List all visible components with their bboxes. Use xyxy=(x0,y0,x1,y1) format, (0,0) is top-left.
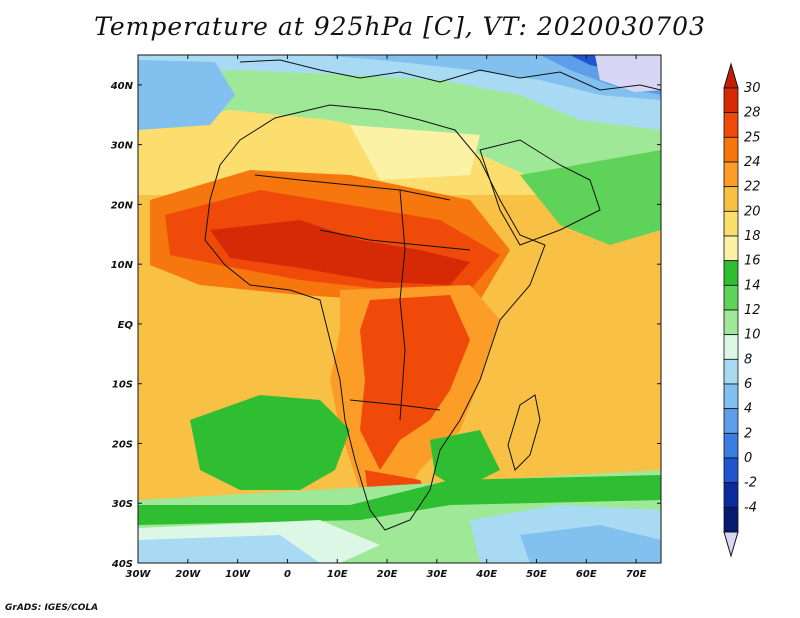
colorbar-level-label: 2 xyxy=(744,426,752,441)
field-northeast-under xyxy=(595,55,661,92)
lon-tick-label: 30W xyxy=(126,569,152,580)
colorbar-swatch xyxy=(723,161,739,188)
colorbar-swatch xyxy=(723,260,739,286)
lat-tick-label: 30N xyxy=(111,141,134,152)
colorbar-over-triangle xyxy=(723,62,739,89)
colorbar-level-label: 22 xyxy=(744,180,761,195)
border-central xyxy=(319,229,471,251)
field-south-green xyxy=(138,475,661,525)
field-southeast-blue xyxy=(520,525,661,563)
lat-tick-label: 40N xyxy=(110,81,134,92)
colorbar-level-label: 24 xyxy=(744,155,761,170)
colorbar-swatch xyxy=(723,506,739,533)
colorbar-level-label: 6 xyxy=(744,377,752,392)
colorbar-level-label: 25 xyxy=(744,130,761,145)
colorbar-level-label: 18 xyxy=(744,229,761,244)
colorbar-swatch xyxy=(723,383,739,410)
lat-tick-label: 10S xyxy=(112,380,133,391)
colorbar-swatch xyxy=(723,87,739,114)
colorbar-swatch xyxy=(723,358,739,385)
colorbar-level-label: 8 xyxy=(744,352,752,367)
border-meridian xyxy=(399,189,406,421)
field-southern-ocean-blue xyxy=(138,535,320,563)
colorbar-swatch xyxy=(723,309,739,336)
africa-outline xyxy=(204,104,546,531)
lon-tick-label: 10E xyxy=(327,569,348,580)
field-indian-green xyxy=(430,430,500,490)
lat-tick-label: EQ xyxy=(118,320,134,331)
field-sahara-mild xyxy=(350,125,480,180)
credit-label: GrADS: IGES/COLA xyxy=(5,603,99,613)
map-title: Temperature at 925hPa [C], VT: 202003070… xyxy=(94,12,706,41)
colorbar-level-label: 30 xyxy=(744,81,761,96)
madagascar-outline xyxy=(507,394,541,471)
colorbar-swatch xyxy=(723,457,739,484)
colorbar-swatch xyxy=(723,235,739,262)
colorbar-level-label: -4 xyxy=(744,500,757,515)
arabia-outline xyxy=(479,139,601,246)
lat-tick-label: 20N xyxy=(111,200,134,211)
europe-coast xyxy=(239,59,661,91)
plot-frame xyxy=(137,54,662,564)
colorbar-level-label: 4 xyxy=(744,402,752,417)
colorbar-level-label: 0 xyxy=(744,451,752,466)
border-south xyxy=(349,399,441,411)
coastlines xyxy=(204,59,661,531)
colorbar-level-label: 12 xyxy=(744,303,761,318)
temperature-field xyxy=(138,55,661,563)
colorbar-swatch xyxy=(723,186,739,212)
lat-tick-label: 40S xyxy=(111,559,133,570)
lat-tick-label: 10N xyxy=(111,260,134,271)
lat-tick-label: 20S xyxy=(112,439,133,450)
lon-tick-label: 0 xyxy=(284,569,291,580)
lon-tick-label: 50E xyxy=(526,569,547,580)
lon-tick-label: 10W xyxy=(225,569,251,580)
colorbar-level-label: -2 xyxy=(744,476,757,491)
field-central-hot xyxy=(360,295,470,470)
colorbar-level-label: 10 xyxy=(744,328,761,343)
colorbar-swatch xyxy=(723,112,739,138)
latitude-axis: 40N 30N 20N 10N EQ 10S 20S 30S 40S xyxy=(110,81,661,570)
colorbar-swatch xyxy=(723,136,739,163)
lon-tick-label: 20W xyxy=(175,569,201,580)
field-south-atlantic-green xyxy=(190,395,350,490)
colorbar-swatch xyxy=(723,432,739,459)
colorbar-swatch xyxy=(723,284,739,311)
colorbar-level-label: 28 xyxy=(744,106,761,121)
lat-tick-label: 30S xyxy=(112,499,133,510)
field-arabia-green xyxy=(520,150,661,245)
lon-tick-label: 60E xyxy=(576,569,597,580)
field-sahel-hottest xyxy=(210,220,470,285)
colorbar-level-label: 20 xyxy=(744,204,761,219)
colorbar-swatch xyxy=(723,210,739,237)
colorbar-swatch xyxy=(723,334,739,360)
field-atlantic-cool xyxy=(138,60,235,130)
colorbar-level-label: 14 xyxy=(744,278,761,293)
lon-tick-label: 70E xyxy=(626,569,647,580)
colorbar-under-triangle xyxy=(723,531,739,558)
border-north xyxy=(254,174,451,201)
longitude-axis: 30W 20W 10W 0 10E 20E 30E 40E 50E 60E 70E xyxy=(126,55,647,580)
colorbar-swatch xyxy=(723,482,739,508)
lon-tick-label: 20E xyxy=(377,569,398,580)
lon-tick-label: 40E xyxy=(475,569,497,580)
lon-tick-label: 30E xyxy=(426,569,447,580)
colorbar-level-label: 16 xyxy=(744,254,761,269)
colorbar-swatch xyxy=(723,408,739,434)
